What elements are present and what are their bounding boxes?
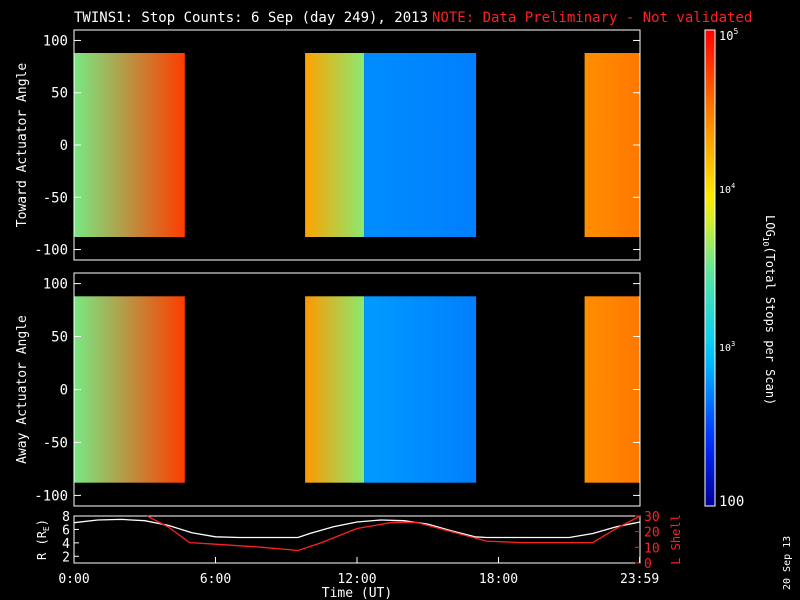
colorbar-tick-1e4: 104	[719, 182, 735, 196]
away-segment-3	[584, 296, 640, 483]
toward-ytick-label: -50	[43, 190, 68, 206]
away-ytick-label: -100	[34, 488, 68, 504]
away-heatmap-panel: 100 50 0 -50 -100 Away Actuator Angle	[15, 272, 641, 507]
time-tick-label: 18:00	[479, 572, 518, 587]
toward-ytick-label: -100	[34, 243, 68, 259]
time-tick-label: 12:00	[337, 572, 376, 587]
orbit-left-tick-label: 6	[62, 523, 70, 538]
orbit-right-axis-label: L Shell	[669, 514, 683, 565]
away-ytick-label: 50	[51, 330, 68, 346]
toward-ytick-label: 0	[60, 138, 68, 154]
away-ytick-label: 100	[43, 277, 68, 293]
colorbar-tick-1e3: 103	[719, 340, 735, 354]
toward-segment-2	[364, 53, 477, 237]
orbit-right-tick-label: 20	[644, 526, 660, 541]
colorbar-tick-100: 100	[719, 494, 744, 510]
away-ytick-label: -50	[43, 435, 68, 451]
time-tick-label: 0:00	[58, 572, 89, 587]
orbit-left-tick-label: 8	[62, 510, 70, 525]
side-date: 20 Sep 13	[782, 536, 793, 590]
away-ytick-label: 0	[60, 383, 68, 399]
colorbar-tick-1e5: 105	[719, 27, 738, 43]
toward-heatmap-panel: 100 50 0 -50 -100 Toward Actuator Angle	[15, 29, 641, 261]
orbit-left-tick-label: 4	[62, 537, 70, 552]
toward-segment-0	[74, 53, 185, 237]
chart-title: TWINS1: Stop Counts: 6 Sep (day 249), 20…	[74, 10, 428, 26]
time-axis-label: Time (UT)	[322, 586, 392, 600]
colorbar: 105 104 103 100 LOG10(Total Stops per Sc…	[704, 27, 777, 510]
orbit-right-tick-label: 0	[644, 557, 652, 572]
orbit-left-axis-label: R (RE)	[35, 519, 51, 560]
time-tick-label: 6:00	[200, 572, 231, 587]
toward-ytick-label: 100	[43, 33, 68, 49]
orbit-right-tick-label: 10	[644, 541, 660, 556]
colorbar-label: LOG10(Total Stops per Scan)	[761, 215, 777, 405]
colorbar-scale	[704, 29, 716, 507]
time-tick-label: 23:59	[620, 572, 659, 587]
data-note: NOTE: Data Preliminary - Not validated	[432, 10, 752, 26]
away-segment-2	[364, 296, 477, 483]
orbit-right-tick-label: 30	[644, 510, 660, 525]
toward-segment-3	[584, 53, 640, 237]
lshell-series-line	[146, 515, 641, 552]
away-ylabel: Away Actuator Angle	[15, 315, 30, 464]
away-segment-0	[74, 296, 185, 483]
toward-ylabel: Toward Actuator Angle	[15, 63, 30, 228]
toward-segment-1	[305, 53, 365, 237]
toward-ytick-label: 50	[51, 86, 68, 102]
away-segment-1	[305, 296, 365, 483]
orbit-left-tick-label: 2	[62, 550, 70, 565]
radius-series-line	[73, 518, 641, 539]
